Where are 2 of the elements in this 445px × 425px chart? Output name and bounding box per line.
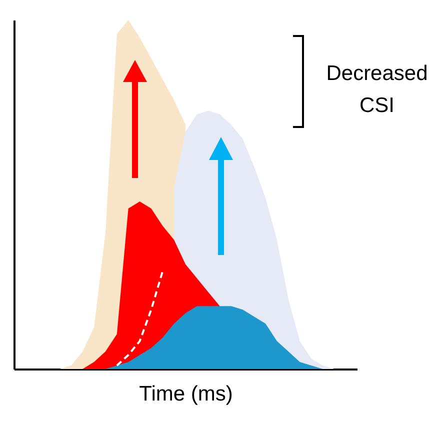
x-axis-title: Time (ms) — [139, 382, 233, 406]
annotation: Decreased CSI — [326, 62, 428, 117]
